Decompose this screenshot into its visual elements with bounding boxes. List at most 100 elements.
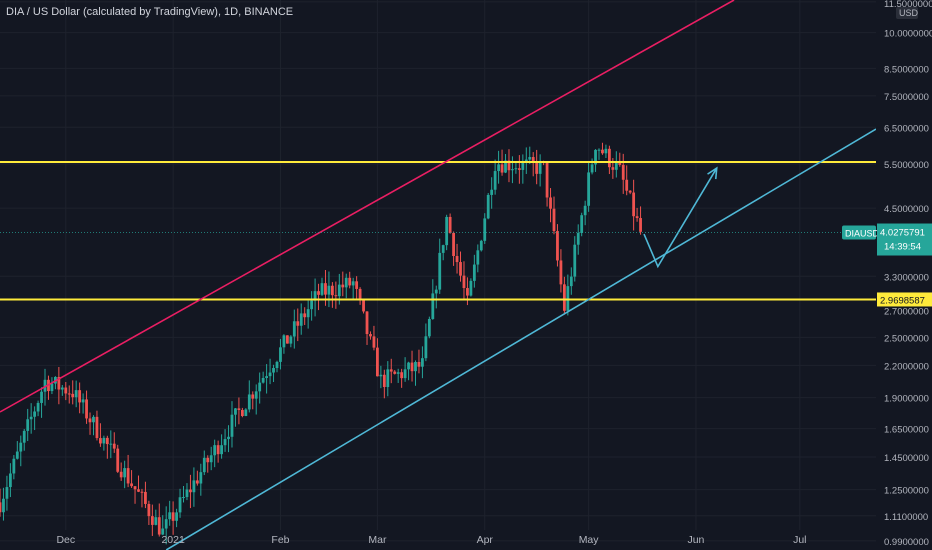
candle-body bbox=[594, 149, 597, 165]
candle-body bbox=[521, 161, 525, 170]
candle-body bbox=[414, 361, 417, 372]
candle-body bbox=[133, 486, 137, 490]
candle-body bbox=[417, 361, 421, 367]
candle-body bbox=[386, 369, 390, 388]
time-tick-label: May bbox=[579, 534, 600, 546]
candle-body bbox=[320, 283, 324, 295]
candle-body bbox=[19, 442, 23, 452]
price-tick-label: 8.5000000 bbox=[884, 64, 929, 75]
candle-body bbox=[272, 367, 275, 373]
candle-body bbox=[327, 285, 331, 295]
candle-body bbox=[144, 491, 147, 504]
candle-body bbox=[556, 231, 559, 261]
candle-body bbox=[161, 528, 165, 535]
candle-body bbox=[379, 374, 383, 377]
candle-body bbox=[171, 512, 175, 521]
candle-body bbox=[5, 487, 9, 499]
candle-body bbox=[535, 162, 539, 174]
candle-body bbox=[317, 291, 320, 295]
candle-body bbox=[337, 284, 341, 297]
candle-body bbox=[545, 161, 549, 198]
chart-title: DIA / US Dollar (calculated by TradingVi… bbox=[6, 6, 294, 18]
candle-body bbox=[628, 190, 632, 193]
candle-body bbox=[330, 285, 334, 296]
candle-body bbox=[71, 393, 75, 398]
candle-body bbox=[67, 393, 71, 395]
candle-body bbox=[348, 277, 352, 286]
candle-body bbox=[583, 205, 587, 216]
candle-body bbox=[230, 414, 234, 437]
candle-body bbox=[81, 399, 85, 403]
candle-body bbox=[223, 439, 227, 446]
candle-body bbox=[313, 291, 317, 301]
candle-body bbox=[43, 379, 47, 392]
candle-body bbox=[524, 159, 528, 162]
candle-body bbox=[85, 399, 88, 419]
candle-body bbox=[182, 497, 185, 499]
candle-body bbox=[497, 164, 500, 172]
candle-body bbox=[611, 167, 615, 170]
candle-body bbox=[632, 192, 636, 217]
candle-body bbox=[40, 391, 43, 403]
candle-body bbox=[369, 334, 372, 337]
time-axis[interactable]: Dec 2021 Feb Mar Apr May Jun Jul bbox=[56, 534, 806, 546]
candle-body bbox=[358, 288, 362, 301]
candle-body bbox=[282, 335, 286, 348]
candle-body bbox=[178, 497, 182, 513]
candle-body bbox=[372, 336, 376, 348]
candle-body bbox=[74, 390, 78, 398]
candle-body bbox=[285, 335, 289, 344]
candle-body bbox=[195, 480, 199, 484]
candle-body bbox=[511, 169, 514, 171]
candle-body bbox=[549, 197, 552, 209]
candle-body bbox=[64, 387, 68, 394]
candle-body bbox=[130, 483, 133, 487]
price-badges: DIAUSD 4.0275791 14:39:54 2.70000002.969858… bbox=[0, 223, 932, 317]
candle-body bbox=[254, 391, 258, 399]
channel-upper-line bbox=[0, 0, 735, 413]
candle-body bbox=[185, 489, 189, 498]
price-tick-label: 2.5000000 bbox=[884, 333, 929, 344]
candle-body bbox=[206, 457, 210, 463]
candle-body bbox=[36, 402, 40, 412]
candle-body bbox=[400, 372, 404, 379]
level-price-badge bbox=[877, 292, 932, 307]
level-price-label: 2.9698587 bbox=[880, 295, 925, 306]
price-tick-label: 1.2500000 bbox=[884, 486, 929, 497]
price-tick-label: 2.2000000 bbox=[884, 361, 929, 372]
price-axis[interactable]: 10.0000000 8.5000000 7.5000000 6.5000000 5.5… bbox=[876, 0, 932, 550]
candle-body bbox=[604, 148, 608, 154]
candle-body bbox=[15, 451, 19, 459]
candle-body bbox=[258, 382, 262, 392]
candle-body bbox=[202, 457, 206, 473]
candle-body bbox=[237, 408, 241, 410]
candle-body bbox=[514, 168, 518, 170]
candle-body bbox=[580, 215, 584, 234]
candle-body bbox=[279, 347, 282, 362]
candle-body bbox=[12, 458, 16, 474]
candle-body bbox=[407, 362, 410, 370]
candle-body bbox=[168, 512, 172, 520]
candle-body bbox=[116, 448, 120, 472]
candle-body bbox=[175, 512, 178, 521]
candle-body bbox=[365, 311, 369, 335]
candlestick-series bbox=[0, 142, 642, 545]
candle-body bbox=[244, 409, 248, 416]
price-tick-label: 5.5000000 bbox=[884, 160, 929, 171]
candle-body bbox=[147, 503, 151, 517]
candle-body bbox=[466, 288, 469, 296]
time-tick-label: Jun bbox=[687, 534, 704, 546]
channel-lower-line bbox=[165, 128, 877, 550]
candle-body bbox=[50, 383, 54, 392]
candle-body bbox=[382, 374, 386, 388]
candle-body bbox=[105, 437, 109, 445]
currency-badge bbox=[896, 7, 918, 19]
candle-body bbox=[310, 300, 314, 310]
candle-body bbox=[265, 376, 269, 379]
price-tick-label: 10.0000000 bbox=[884, 29, 932, 40]
candle-body bbox=[22, 430, 26, 443]
candle-body bbox=[517, 168, 521, 170]
candle-body bbox=[268, 372, 272, 377]
